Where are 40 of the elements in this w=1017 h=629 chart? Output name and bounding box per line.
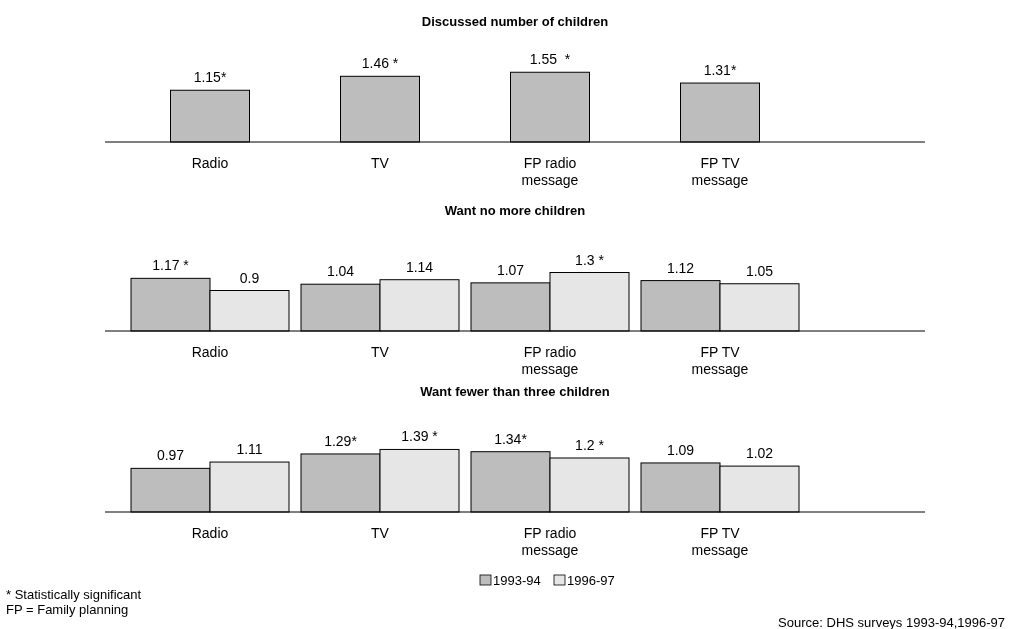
data-label: 1.46 *	[361, 55, 399, 72]
data-label: 1.55 *	[529, 51, 571, 68]
data-label: 1.02	[745, 445, 774, 462]
data-label: 1.15*	[193, 69, 227, 86]
data-label: 1.34*	[494, 430, 528, 447]
data-label: 1.07	[496, 261, 525, 278]
x-tick-label: TV	[371, 344, 390, 360]
data-label: 1.3 *	[575, 251, 605, 268]
x-tick-label: Radio	[191, 525, 229, 541]
source-note: Source: DHS surveys 1993-94,1996-97	[778, 615, 1005, 629]
x-tick-label: FP TV message	[691, 344, 749, 377]
data-label: 1.31*	[703, 62, 737, 79]
data-label: 1.04	[326, 263, 355, 280]
chart-title: Discussed number of children	[421, 14, 609, 29]
x-tick-label: Radio	[191, 155, 229, 171]
data-label: 0.9	[239, 269, 260, 286]
data-label: 1.2 *	[575, 437, 605, 453]
x-tick-label: FP TV message	[691, 525, 749, 558]
legend-label: 1996-97	[567, 573, 615, 588]
x-tick-label: TV	[371, 525, 390, 541]
data-label: 1.11	[236, 441, 263, 458]
data-label: 1.29*	[324, 432, 358, 449]
chart-title: Want fewer than three children	[420, 384, 610, 399]
text: FP = Family planning	[6, 602, 129, 617]
x-tick-label: Radio	[191, 344, 229, 360]
data-label: 1.09	[666, 441, 695, 458]
x-tick-label: FP TV message	[691, 155, 749, 188]
x-tick-label: FP radio message	[521, 525, 579, 558]
x-tick-label: TV	[371, 155, 390, 171]
data-label: 1.39 *	[401, 428, 439, 445]
chart-title: Want no more children	[444, 203, 586, 218]
legend-label: 1993-94	[493, 573, 541, 588]
x-tick-label: FP radio message	[521, 155, 579, 188]
x-tick-label: FP radio message	[521, 344, 579, 377]
data-label: 1.17 *	[152, 257, 190, 274]
data-label: 1.12	[666, 259, 695, 276]
data-label: 1.05	[745, 262, 774, 279]
data-label: 0.97	[156, 447, 185, 464]
data-label: 1.14	[405, 258, 434, 275]
text: * Statistically significant	[6, 587, 142, 602]
